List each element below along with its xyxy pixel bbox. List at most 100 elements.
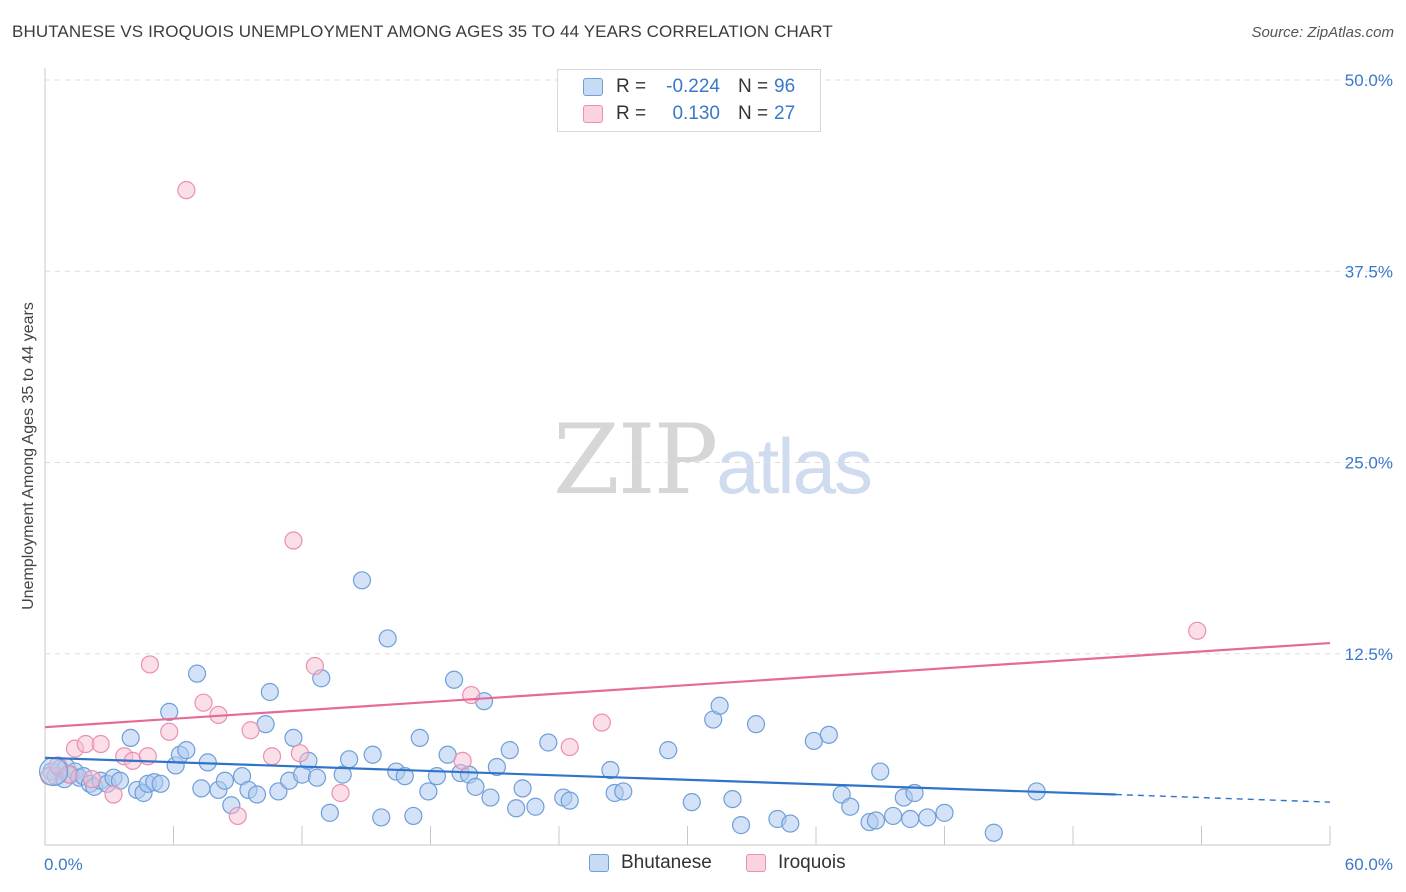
x-tick-label-max: 60.0% bbox=[1345, 855, 1393, 874]
iroquois-point bbox=[83, 770, 102, 789]
bhutanese-legend-label: Bhutanese bbox=[621, 852, 712, 873]
iroquois-point bbox=[1188, 621, 1207, 640]
iroquois-point bbox=[91, 734, 110, 754]
bhutanese-point bbox=[918, 808, 937, 827]
iroquois-point bbox=[592, 713, 611, 732]
bhutanese-point bbox=[731, 816, 751, 835]
iroquois-point bbox=[194, 693, 213, 712]
iroquois-point bbox=[177, 181, 196, 200]
bhutanese-point bbox=[614, 782, 633, 801]
bhutanese-point bbox=[284, 728, 303, 748]
bhutanese-point bbox=[560, 791, 579, 810]
bhutanese-point bbox=[871, 762, 890, 781]
bhutanese-point bbox=[307, 768, 327, 787]
bhutanese-point bbox=[121, 728, 140, 748]
bhutanese-point bbox=[260, 682, 279, 702]
x-tick-label-min: 0.0% bbox=[44, 855, 83, 874]
bhutanese-point bbox=[320, 803, 339, 822]
bhutanese-point bbox=[539, 733, 558, 752]
bhutanese-point bbox=[901, 809, 920, 829]
iroquois-point bbox=[262, 747, 282, 766]
chart-title: BHUTANESE VS IROQUOIS UNEMPLOYMENT AMONG… bbox=[12, 22, 833, 41]
bhutanese-point bbox=[746, 715, 766, 734]
bhutanese-point bbox=[352, 571, 372, 590]
source-credit: Source: ZipAtlas.com bbox=[1251, 24, 1394, 41]
bhutanese-point bbox=[215, 771, 234, 790]
bhutanese-point bbox=[247, 785, 267, 804]
iroquois-point bbox=[160, 722, 179, 741]
bhutanese-point bbox=[187, 664, 207, 683]
legend-n-label: N = bbox=[738, 103, 769, 124]
iroquois-point bbox=[228, 806, 247, 826]
y-tick-label: 25.0% bbox=[1345, 454, 1393, 473]
y-tick-label: 12.5% bbox=[1345, 645, 1393, 664]
iroquois-point bbox=[453, 751, 472, 770]
bhutanese-point bbox=[340, 750, 359, 769]
iroquois-point bbox=[331, 783, 350, 803]
bhutanese-point bbox=[682, 793, 701, 812]
legend-item-iroquois[interactable]: Iroquois bbox=[746, 852, 846, 874]
legend-r-value: -0.224 bbox=[666, 76, 720, 97]
legend-r-label: R = bbox=[616, 103, 647, 124]
bhutanese-point bbox=[781, 814, 800, 833]
legend-n-value: 96 bbox=[774, 76, 796, 97]
bhutanese-point bbox=[395, 767, 414, 786]
legend-row-iroquois: R = 0.130 N = 27 bbox=[583, 102, 795, 126]
y-tick-label: 37.5% bbox=[1345, 262, 1393, 281]
bhutanese-point bbox=[466, 777, 485, 796]
legend-r-value: 0.130 bbox=[672, 103, 720, 124]
bhutanese-point bbox=[192, 779, 211, 798]
bhutanese-point bbox=[507, 799, 526, 818]
iroquois-trend-line bbox=[44, 641, 1331, 729]
iroquois-point bbox=[560, 737, 579, 757]
legend-n-label: N = bbox=[738, 76, 769, 97]
bhutanese-point bbox=[419, 782, 438, 801]
legend-r-label: R = bbox=[616, 76, 647, 97]
bhutanese-point bbox=[151, 774, 170, 793]
bhutanese-trend-line bbox=[44, 756, 1116, 796]
bhutanese-point bbox=[487, 757, 506, 777]
bhutanese-point bbox=[935, 803, 954, 822]
iroquois-swatch bbox=[583, 105, 603, 123]
bhutanese-point bbox=[363, 745, 382, 764]
bhutanese-point bbox=[404, 806, 423, 826]
bhutanese-point bbox=[841, 797, 860, 816]
bhutanese-trend-extension bbox=[1115, 793, 1331, 803]
legend-item-bhutanese[interactable]: Bhutanese bbox=[589, 852, 712, 874]
bhutanese-point bbox=[269, 782, 288, 801]
bhutanese-point bbox=[866, 811, 886, 830]
iroquois-point bbox=[284, 531, 303, 550]
iroquois-legend-label: Iroquois bbox=[778, 852, 846, 873]
legend-row-bhutanese: R = -0.224 N = 96 bbox=[583, 75, 795, 99]
bhutanese-point bbox=[333, 765, 352, 784]
bhutanese-point bbox=[526, 797, 545, 816]
bhutanese-legend-swatch bbox=[589, 854, 609, 872]
bhutanese-point bbox=[481, 788, 500, 807]
bhutanese-point bbox=[984, 823, 1003, 842]
bhutanese-point bbox=[410, 728, 429, 748]
bhutanese-point bbox=[378, 629, 397, 648]
bhutanese-swatch bbox=[583, 78, 603, 96]
bhutanese-point bbox=[819, 725, 838, 744]
bhutanese-point bbox=[513, 779, 532, 798]
zipatlas-watermark: ZIPatlas bbox=[553, 404, 873, 516]
iroquois-point bbox=[305, 656, 324, 676]
bhutanese-point-cluster bbox=[38, 756, 69, 787]
iroquois-point bbox=[462, 685, 481, 705]
iroquois-point bbox=[290, 744, 309, 763]
bhutanese-point bbox=[372, 808, 391, 827]
bhutanese-point bbox=[723, 789, 742, 809]
bhutanese-point bbox=[500, 741, 519, 760]
iroquois-point bbox=[104, 785, 123, 804]
bhutanese-point bbox=[160, 702, 179, 721]
iroquois-point bbox=[140, 655, 160, 674]
bhutanese-point bbox=[601, 760, 620, 780]
watermark-atlas: atlas bbox=[716, 422, 873, 510]
stats-legend: R = -0.224 N = 96 R = 0.130 N = 27 bbox=[557, 69, 821, 132]
watermark-zip: ZIP bbox=[553, 404, 718, 516]
iroquois-legend-swatch bbox=[746, 854, 766, 872]
bhutanese-point bbox=[883, 806, 903, 826]
bhutanese-point bbox=[444, 670, 464, 689]
legend-n-value: 27 bbox=[774, 103, 796, 124]
y-tick-label: 50.0% bbox=[1345, 71, 1393, 90]
